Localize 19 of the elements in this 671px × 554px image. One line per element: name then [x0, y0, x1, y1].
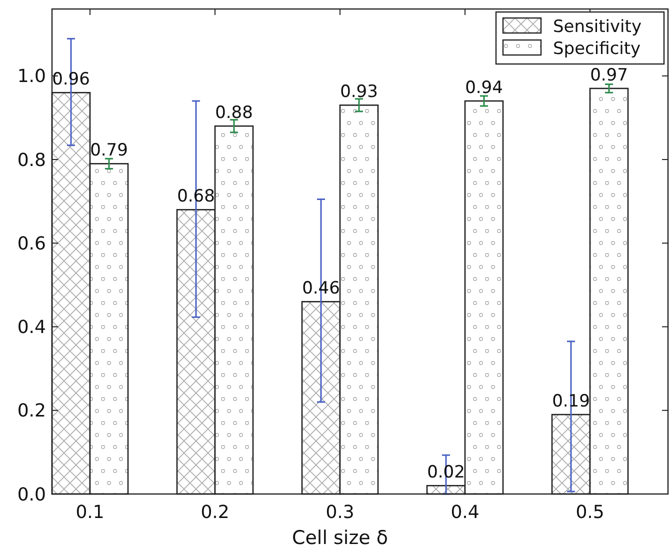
y-tick-label: 0.2 — [17, 400, 46, 422]
y-tick-label: 0.4 — [17, 317, 46, 338]
x-tick-label: 0.4 — [450, 502, 480, 523]
x-tick-label: 0.1 — [76, 502, 104, 523]
x-tick-label: 0.2 — [200, 502, 230, 523]
data-label: 0.97 — [590, 65, 628, 86]
data-label: 0.93 — [340, 82, 378, 102]
x-axis-title: Cell size δ — [292, 527, 388, 549]
data-label: 0.88 — [215, 103, 253, 124]
y-tick-label: 1.0 — [17, 66, 46, 88]
legend-label: Sensitivity — [553, 17, 642, 37]
y-tick-label: 0.6 — [17, 233, 46, 254]
legend-label: Specificity — [553, 39, 641, 59]
y-tick-label: 0.8 — [17, 150, 46, 171]
data-label: 0.94 — [465, 78, 503, 98]
x-tick-label: 0.5 — [576, 502, 604, 523]
y-tick-label: 0.0 — [17, 484, 46, 506]
data-label: 0.79 — [90, 140, 128, 161]
x-tick-label: 0.3 — [326, 502, 354, 523]
